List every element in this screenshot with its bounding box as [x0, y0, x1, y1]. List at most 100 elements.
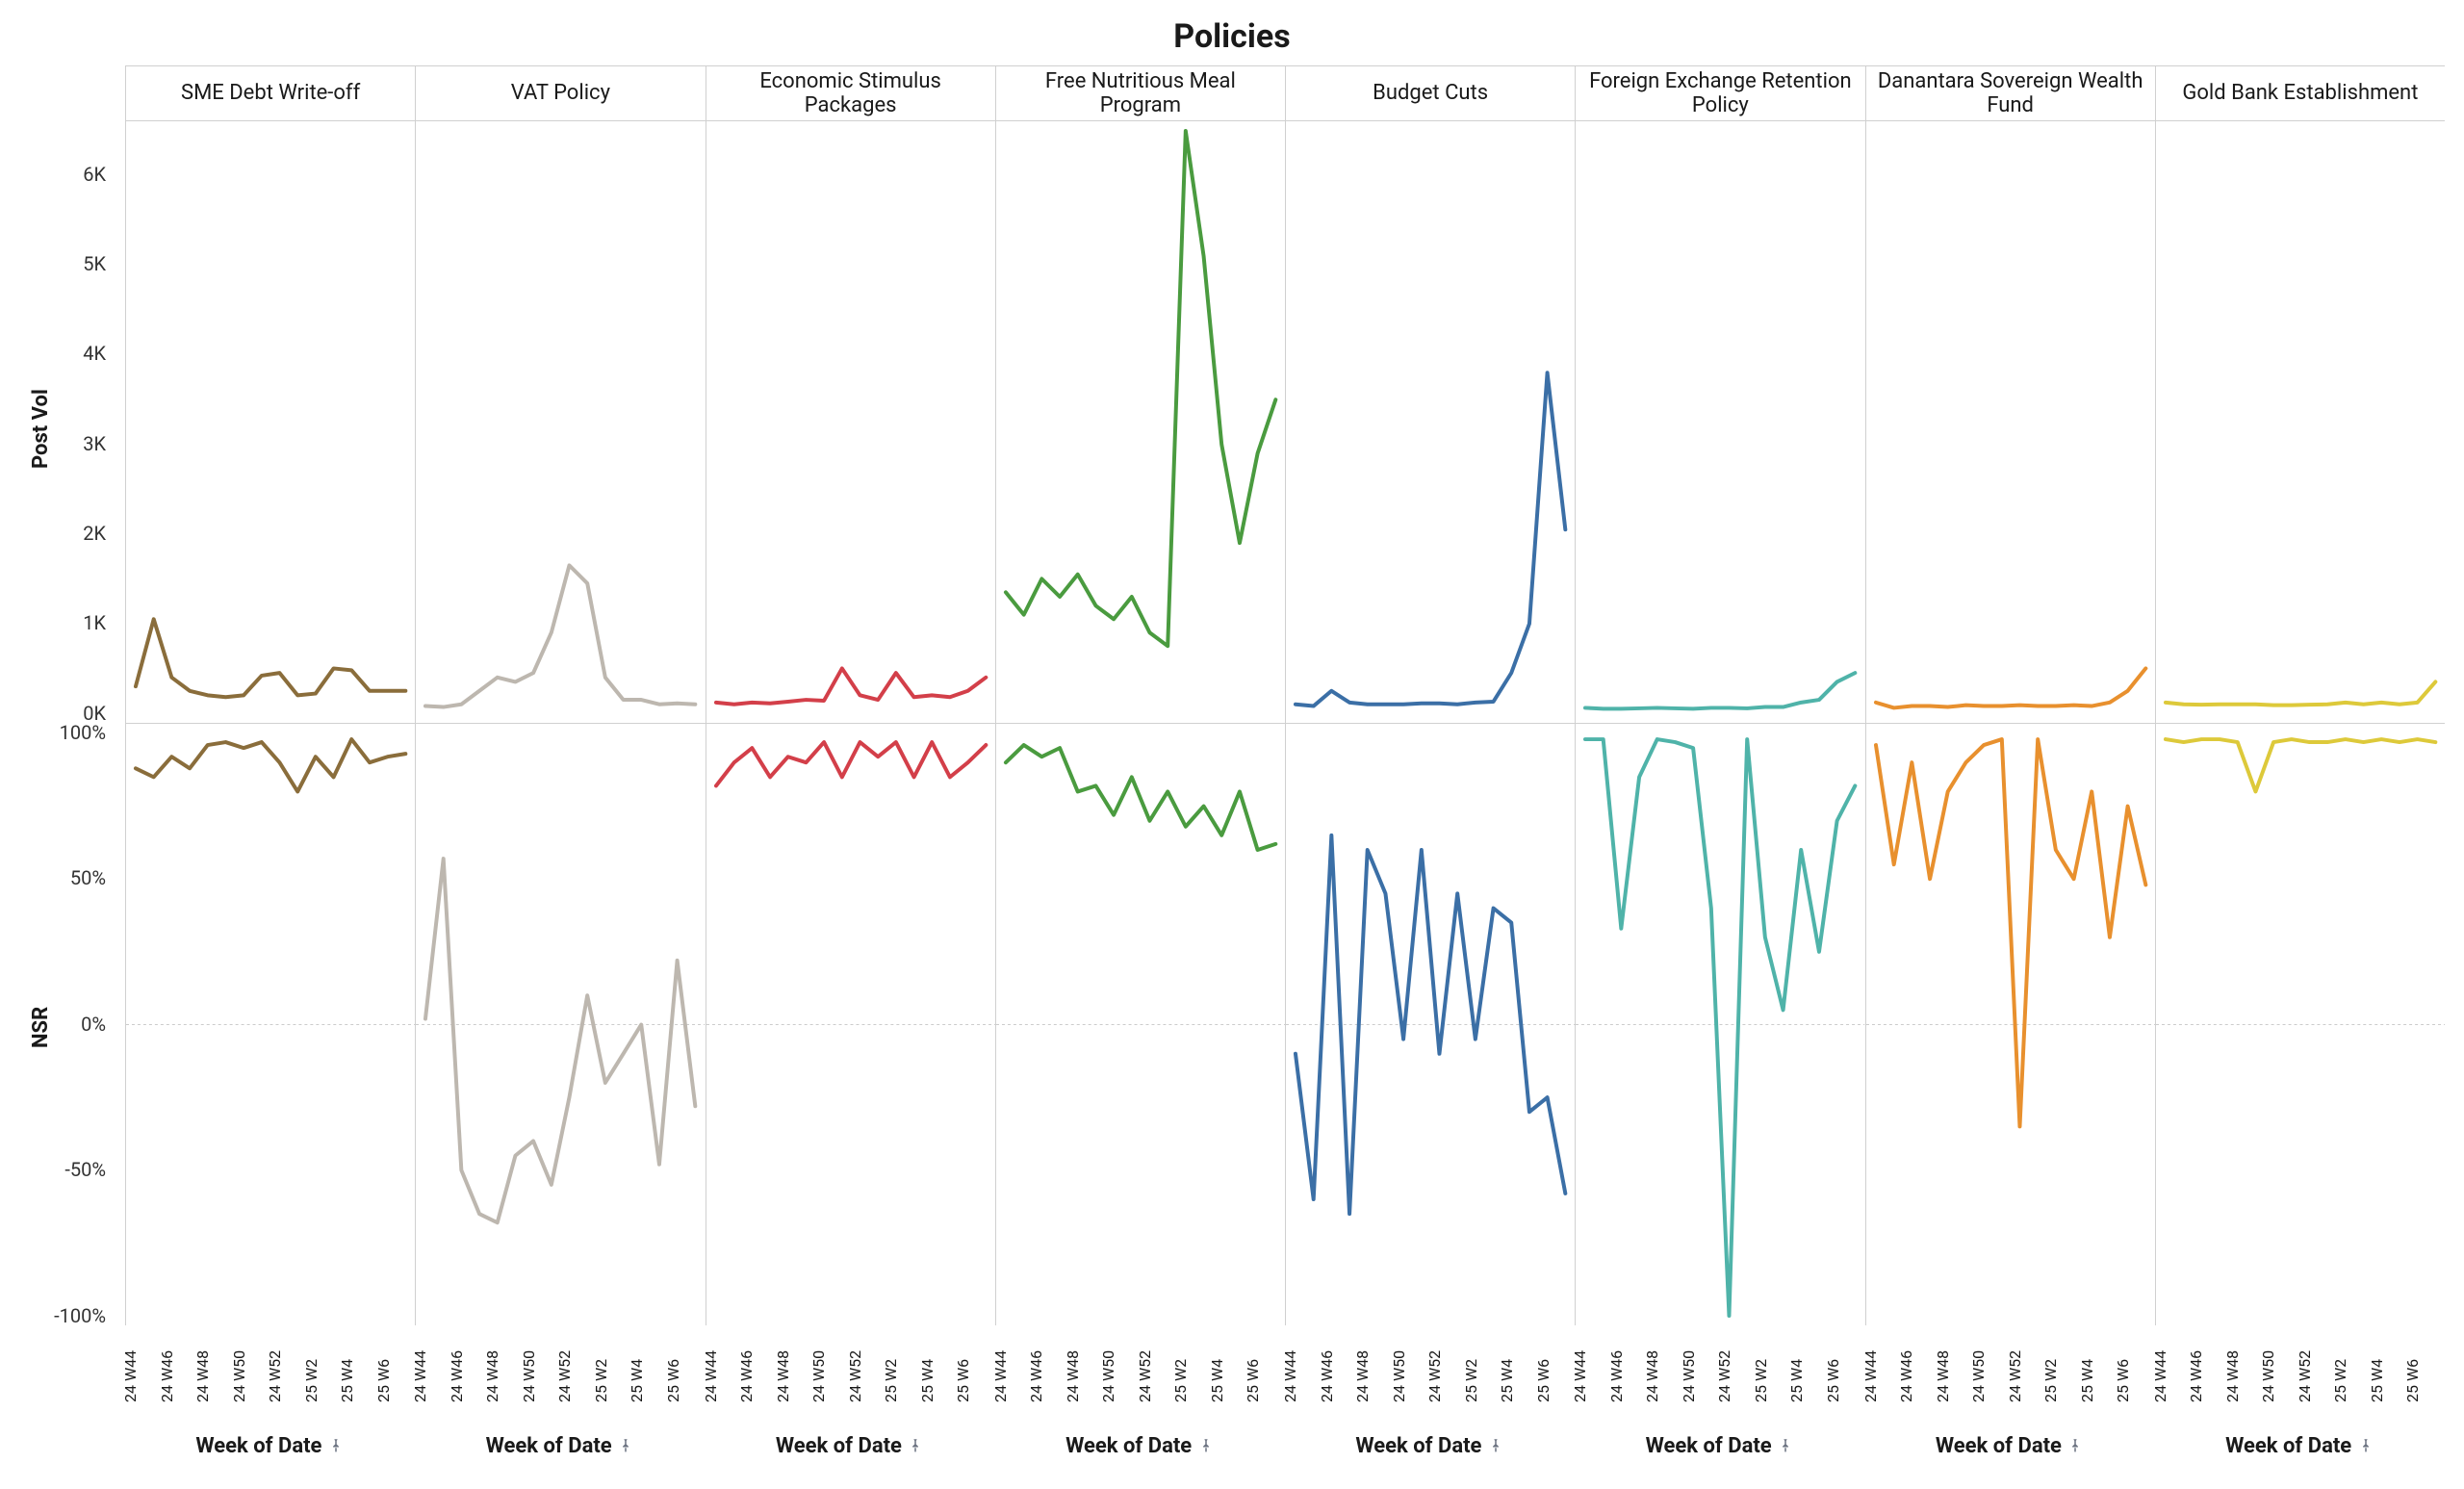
xtick: 24 W44 [411, 1350, 429, 1402]
xtick: 24 W46 [448, 1350, 466, 1402]
col-header: Danantara Sovereign Wealth Fund [1865, 66, 2155, 120]
cell-postvol [1285, 120, 1575, 723]
xtick: 25 W4 [628, 1359, 646, 1402]
xtick: 24 W50 [809, 1350, 828, 1402]
ytick: -100% [54, 1304, 106, 1327]
xtick: 25 W2 [2331, 1359, 2349, 1402]
pin-icon [1487, 1437, 1504, 1454]
chart-grid: SME Debt Write-offVAT PolicyEconomic Sti… [125, 65, 2445, 1325]
xtick: 25 W4 [2368, 1359, 2386, 1402]
xtick: 25 W6 [664, 1359, 682, 1402]
cell-nsr [125, 723, 415, 1325]
xtick: 24 W46 [1027, 1350, 1045, 1402]
xtick: 24 W46 [737, 1350, 756, 1402]
xtick: 25 W4 [338, 1359, 356, 1402]
policies-small-multiples: Policies Post Vol NSR 0K1K2K3K4K5K6K -10… [0, 0, 2464, 1489]
xtick: 24 W50 [1390, 1350, 1408, 1402]
xtick: 25 W4 [1498, 1359, 1516, 1402]
main-title: Policies [0, 0, 2464, 62]
col-header: Free Nutritious Meal Program [995, 66, 1285, 120]
cell-postvol [2155, 120, 2445, 723]
x-axis-title: Week of Date [995, 1434, 1285, 1458]
cell-postvol [995, 120, 1285, 723]
ytick: 5K [83, 252, 106, 275]
xtick: 24 W48 [1064, 1350, 1082, 1402]
xtick: 24 W44 [2151, 1350, 2169, 1402]
xtick: 25 W2 [1171, 1359, 1190, 1402]
xtick: 24 W46 [2187, 1350, 2205, 1402]
xtick: 24 W46 [158, 1350, 176, 1402]
cell-nsr [2155, 723, 2445, 1325]
xtick: 25 W2 [882, 1359, 900, 1402]
x-axis-col: 24 W4424 W4624 W4824 W5024 W5225 W225 W4… [415, 1335, 705, 1402]
x-axis-titles: Week of Date Week of Date Week of Date W… [125, 1434, 2445, 1458]
xtick: 25 W2 [1462, 1359, 1480, 1402]
xtick: 24 W48 [483, 1350, 501, 1402]
cell-nsr [1285, 723, 1575, 1325]
xtick: 24 W52 [846, 1350, 864, 1402]
xtick: 24 W50 [230, 1350, 248, 1402]
cell-postvol [125, 120, 415, 723]
x-axis-title: Week of Date [125, 1434, 415, 1458]
pin-icon [327, 1437, 345, 1454]
x-axis-col: 24 W4424 W4624 W4824 W5024 W5225 W225 W4… [125, 1335, 415, 1402]
x-axis-title: Week of Date [1865, 1434, 2155, 1458]
xtick: 24 W46 [1318, 1350, 1336, 1402]
xtick: 24 W52 [2296, 1350, 2314, 1402]
xtick: 24 W52 [2006, 1350, 2024, 1402]
x-axis-title: Week of Date [706, 1434, 995, 1458]
xtick: 24 W52 [555, 1350, 574, 1402]
ytick: 100% [60, 721, 106, 744]
pin-icon [907, 1437, 924, 1454]
xtick: 24 W48 [774, 1350, 792, 1402]
xtick: 24 W44 [1571, 1350, 1589, 1402]
xtick: 25 W6 [1244, 1359, 1262, 1402]
x-axis-col: 24 W4424 W4624 W4824 W5024 W5225 W225 W4… [1865, 1335, 2155, 1402]
pin-icon [1197, 1437, 1215, 1454]
ytick: 50% [70, 866, 106, 889]
xtick: 24 W48 [2223, 1350, 2242, 1402]
cell-nsr [995, 723, 1285, 1325]
x-axis-col: 24 W4424 W4624 W4824 W5024 W5225 W225 W4… [1285, 1335, 1575, 1402]
ytick: -50% [64, 1158, 106, 1181]
col-header: Economic Stimulus Packages [706, 66, 995, 120]
x-axis-title: Week of Date [1285, 1434, 1575, 1458]
col-header: Budget Cuts [1285, 66, 1575, 120]
xtick: 25 W6 [1534, 1359, 1553, 1402]
xtick: 24 W50 [1969, 1350, 1988, 1402]
cell-postvol [415, 120, 705, 723]
cell-nsr [1865, 723, 2155, 1325]
ytick: 2K [83, 522, 106, 545]
ytick: 4K [83, 342, 106, 365]
col-header: Gold Bank Establishment [2155, 66, 2445, 120]
cell-nsr [1575, 723, 1864, 1325]
xtick: 24 W46 [1897, 1350, 1915, 1402]
xtick: 25 W6 [2114, 1359, 2132, 1402]
xtick: 24 W50 [1099, 1350, 1117, 1402]
xtick: 25 W2 [302, 1359, 321, 1402]
x-axis-title: Week of Date [1575, 1434, 1864, 1458]
xtick: 24 W48 [193, 1350, 212, 1402]
xtick: 25 W4 [1208, 1359, 1226, 1402]
pin-icon [2066, 1437, 2084, 1454]
pin-icon [617, 1437, 634, 1454]
col-header: VAT Policy [415, 66, 705, 120]
x-axis-labels: 24 W44 24 W46 24 W48 24 W50 24 W52 25 W2 25 W4… [125, 1335, 2445, 1402]
xtick: 25 W6 [954, 1359, 972, 1402]
ytick: 6K [83, 163, 106, 186]
xtick: 24 W52 [266, 1350, 284, 1402]
xtick: 24 W46 [1607, 1350, 1626, 1402]
xtick: 24 W52 [1715, 1350, 1733, 1402]
pin-icon [2357, 1437, 2374, 1454]
x-axis-col: 24 W4424 W4624 W4824 W5024 W5225 W225 W4… [995, 1335, 1285, 1402]
xtick: 24 W44 [1281, 1350, 1299, 1402]
x-axis-title: Week of Date [2155, 1434, 2445, 1458]
xtick: 24 W44 [121, 1350, 140, 1402]
yticks-nsr: -100%-50%0%50%100% [0, 723, 116, 1326]
xtick: 24 W44 [991, 1350, 1010, 1402]
xtick: 24 W52 [1136, 1350, 1154, 1402]
xtick: 24 W50 [1680, 1350, 1698, 1402]
yticks-postvol: 0K1K2K3K4K5K6K [0, 119, 116, 723]
xtick: 24 W50 [2259, 1350, 2277, 1402]
xtick: 24 W52 [1425, 1350, 1444, 1402]
